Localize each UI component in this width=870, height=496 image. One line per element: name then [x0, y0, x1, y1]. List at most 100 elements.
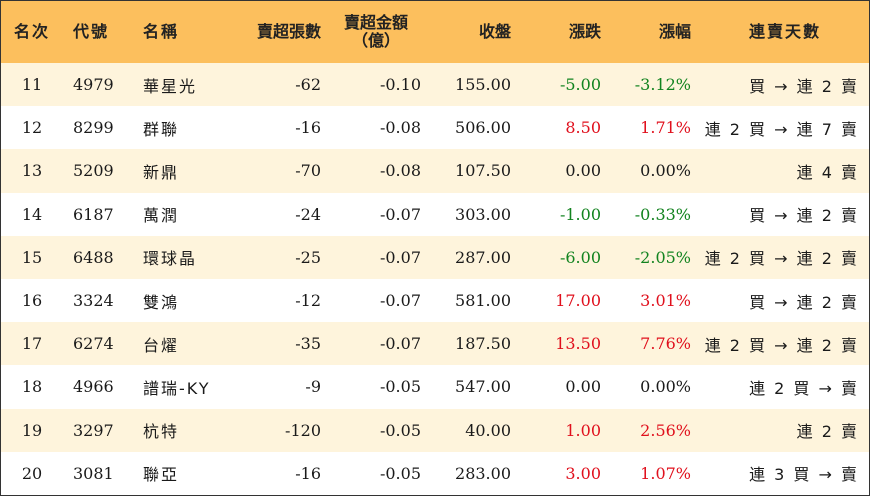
rank-cell: 15 — [21, 247, 43, 267]
sell-lots-cell: -16 — [295, 463, 321, 483]
code-cell: 3324 — [73, 291, 114, 311]
close-cell: 107.50 — [455, 161, 511, 181]
close-cell: 547.00 — [455, 377, 511, 397]
code-cell: 4979 — [73, 75, 114, 95]
sell-streak-cell: 連 2 買 → 連 2 賣 — [704, 335, 859, 355]
rank-cell: 20 — [21, 463, 43, 483]
sell-amount-cell: -0.05 — [379, 463, 421, 483]
code-cell: 6274 — [73, 334, 114, 354]
name-cell: 群聯 — [143, 119, 180, 139]
sell-amount-cell: -0.07 — [379, 334, 421, 354]
sell-lots-cell: -70 — [295, 161, 321, 181]
header-sell-streak: 連賣天數 — [748, 22, 821, 41]
sell-lots-cell: -35 — [295, 334, 321, 354]
change-cell: 0.00 — [565, 161, 601, 181]
change-cell: 1.00 — [565, 420, 601, 440]
change-cell: 3.00 — [565, 463, 601, 483]
rank-cell: 17 — [21, 334, 43, 354]
change-pct-cell: 2.56% — [640, 420, 691, 440]
rank-cell: 12 — [21, 118, 43, 138]
rank-cell: 11 — [21, 75, 43, 95]
close-cell: 187.50 — [455, 334, 511, 354]
change-pct-cell: 7.76% — [640, 334, 691, 354]
sell-amount-cell: -0.07 — [379, 291, 421, 311]
table-row: 14 6187 萬潤 -24 -0.07 303.00 -1.00 -0.33% 買 → 連 2… — [1, 192, 869, 236]
sell-streak-cell: 買 → 連 2 賣 — [749, 76, 859, 96]
table-row: 17 6274 台燿 -35 -0.07 187.50 13.50 7.76% 連 2 買 → … — [1, 322, 869, 366]
name-cell: 聯亞 — [143, 465, 180, 485]
name-cell: 台燿 — [143, 335, 180, 355]
sell-streak-cell: 連 4 賣 — [796, 162, 859, 182]
name-cell: 杭特 — [143, 422, 180, 442]
header-change: 漲跌 — [568, 22, 601, 41]
sell-amount-cell: -0.08 — [379, 161, 421, 181]
table-row: 20 3081 聯亞 -16 -0.05 283.00 3.00 1.07% 連 3 買 → 賣 — [1, 451, 869, 495]
code-cell: 3081 — [73, 463, 114, 483]
change-cell: 8.50 — [565, 118, 601, 138]
change-cell: -5.00 — [559, 75, 601, 95]
rank-cell: 14 — [21, 204, 43, 224]
name-cell: 環球晶 — [143, 249, 198, 269]
rank-cell: 18 — [21, 377, 43, 397]
close-cell: 581.00 — [455, 291, 511, 311]
rank-cell: 16 — [21, 291, 43, 311]
change-cell: 17.00 — [555, 291, 601, 311]
table-row: 18 4966 譜瑞-KY -9 -0.05 547.00 0.00 0.00% 連 2 買 →… — [1, 365, 869, 409]
change-pct-cell: 3.01% — [640, 291, 691, 311]
name-cell: 華星光 — [143, 76, 198, 96]
header-name: 名稱 — [143, 22, 180, 41]
close-cell: 303.00 — [455, 204, 511, 224]
rank-cell: 13 — [21, 161, 43, 181]
name-cell: 萬潤 — [143, 206, 180, 226]
sell-amount-cell: -0.05 — [379, 377, 421, 397]
close-cell: 287.00 — [455, 247, 511, 267]
change-pct-cell: -0.33% — [634, 204, 691, 224]
code-cell: 4966 — [73, 377, 114, 397]
table-row: 13 5209 新鼎 -70 -0.08 107.50 0.00 0.00% 連 4 賣 — [1, 149, 869, 193]
change-pct-cell: 1.71% — [640, 118, 691, 138]
change-pct-cell: -2.05% — [634, 247, 691, 267]
sell-amount-cell: -0.08 — [379, 118, 421, 138]
table-body: 11 4979 華星光 -62 -0.10 155.00 -5.00 -3.12% 買 → 連 … — [1, 63, 869, 495]
change-pct-cell: -3.12% — [634, 75, 691, 95]
close-cell: 506.00 — [455, 118, 511, 138]
table-row: 11 4979 華星光 -62 -0.10 155.00 -5.00 -3.12% 買 → 連 … — [1, 63, 869, 107]
sell-lots-cell: -9 — [305, 377, 321, 397]
code-cell: 8299 — [73, 118, 114, 138]
code-cell: 6488 — [73, 247, 114, 267]
sell-streak-cell: 買 → 連 2 賣 — [749, 206, 859, 226]
code-cell: 3297 — [73, 420, 114, 440]
table-row: 19 3297 杭特 -120 -0.05 40.00 1.00 2.56% 連 2 賣 — [1, 408, 869, 452]
change-cell: -6.00 — [559, 247, 601, 267]
header-change-pct: 漲幅 — [658, 22, 691, 41]
header-code: 代號 — [73, 22, 110, 41]
table-row: 12 8299 群聯 -16 -0.08 506.00 8.50 1.71% 連 2 買 → 連… — [1, 106, 869, 150]
sell-lots-cell: -12 — [295, 291, 321, 311]
table-header-row: 名次 代號 名稱 賣超張數 賣超金額 （億） 收盤 漲跌 漲幅 連賣天數 — [1, 1, 869, 63]
close-cell: 283.00 — [455, 463, 511, 483]
sell-streak-cell: 連 2 買 → 連 2 賣 — [704, 249, 859, 269]
change-cell: 0.00 — [565, 377, 601, 397]
header-sell-lots: 賣超張數 — [256, 22, 321, 41]
sell-streak-cell: 買 → 連 2 賣 — [749, 292, 859, 312]
sell-amount-cell: -0.07 — [379, 204, 421, 224]
close-cell: 155.00 — [455, 75, 511, 95]
sell-streak-cell: 連 2 賣 — [796, 422, 859, 442]
sell-lots-cell: -25 — [295, 247, 321, 267]
name-cell: 新鼎 — [143, 162, 180, 182]
change-cell: 13.50 — [555, 334, 601, 354]
header-rank: 名次 — [13, 22, 50, 41]
table-row: 15 6488 環球晶 -25 -0.07 287.00 -6.00 -2.05% 連 2 買 … — [1, 235, 869, 279]
change-pct-cell: 0.00% — [640, 161, 691, 181]
change-cell: -1.00 — [559, 204, 601, 224]
sell-amount-cell: -0.10 — [379, 75, 421, 95]
sell-lots-cell: -16 — [295, 118, 321, 138]
change-pct-cell: 0.00% — [640, 377, 691, 397]
name-cell: 譜瑞-KY — [143, 378, 211, 398]
name-cell: 雙鴻 — [143, 292, 180, 312]
header-sell-amount: 賣超金額 （億） — [343, 13, 408, 50]
table-row: 16 3324 雙鴻 -12 -0.07 581.00 17.00 3.01% 買 → 連 2 … — [1, 278, 869, 323]
sell-streak-cell: 連 2 買 → 連 7 賣 — [704, 119, 859, 139]
